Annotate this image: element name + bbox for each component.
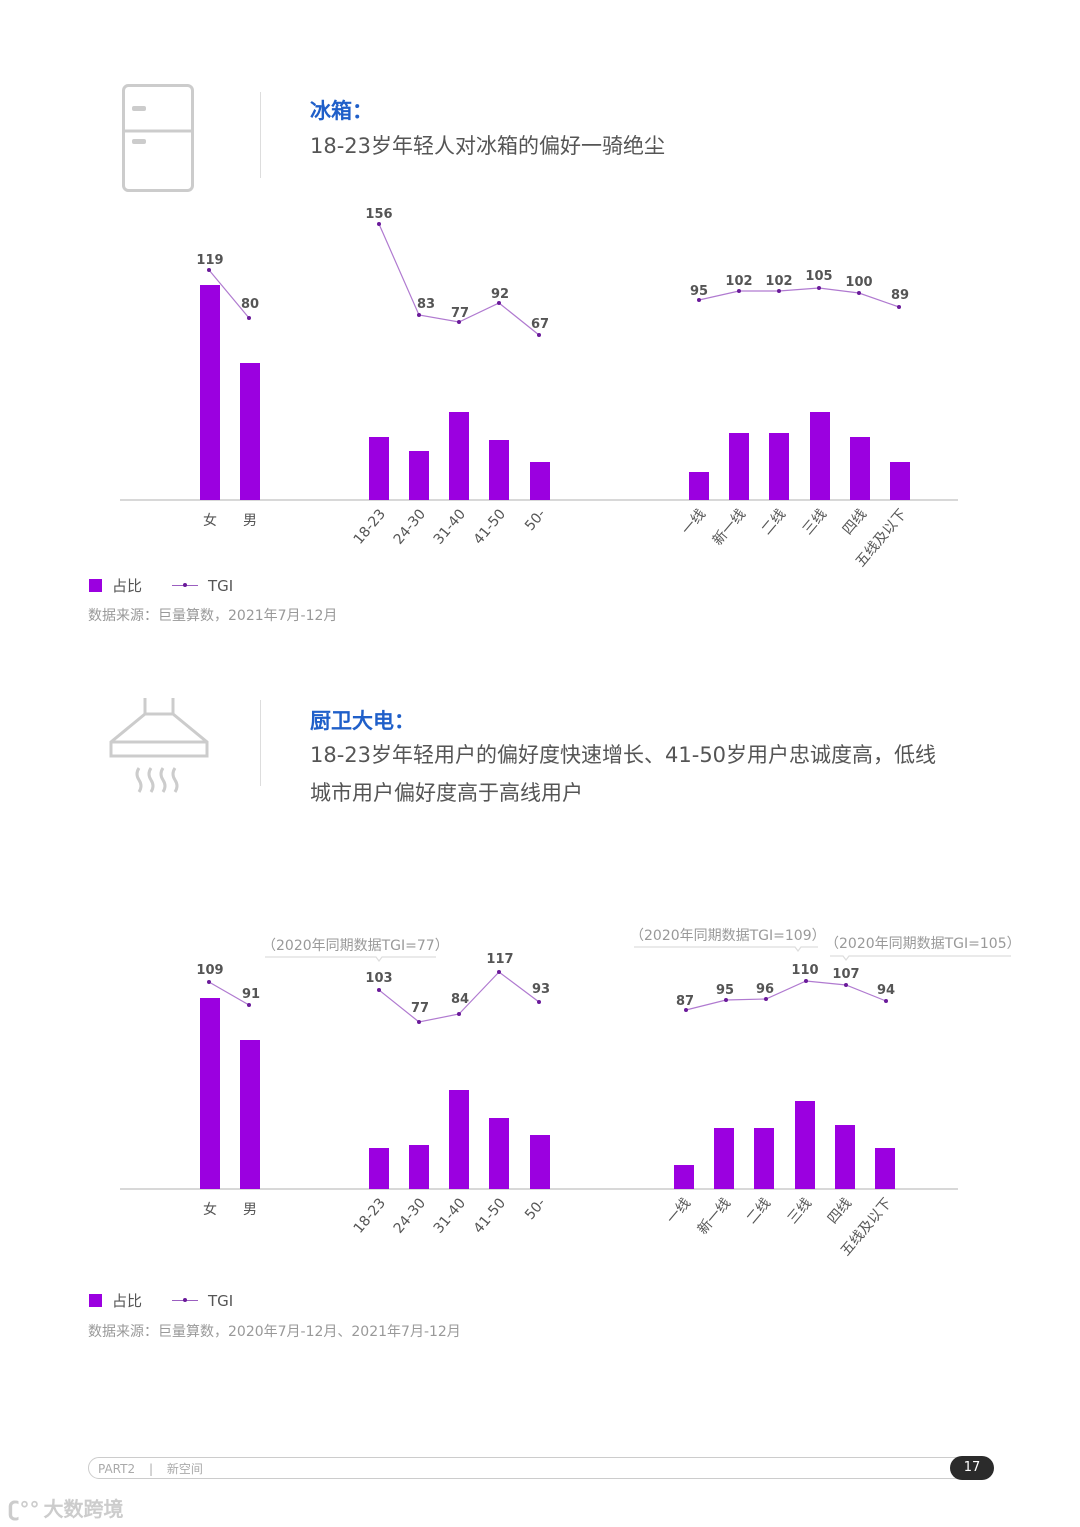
svg-text:77: 77	[451, 306, 469, 321]
svg-text:77: 77	[411, 1001, 429, 1016]
svg-text:（2020年同期数据TGI=109）: （2020年同期数据TGI=109）	[630, 928, 826, 944]
page-number: 17	[950, 1456, 994, 1480]
svg-text:三线: 三线	[800, 506, 830, 538]
legend-line-label: TGI	[208, 1291, 234, 1310]
svg-text:一线: 一线	[664, 1195, 694, 1227]
section-title-kitchen: 厨卫大电：	[310, 709, 415, 733]
watermark-logo-icon: ʗ°°	[8, 1497, 40, 1521]
line-legend-swatch	[172, 1298, 199, 1302]
svg-text:105: 105	[805, 269, 832, 284]
svg-text:24-30: 24-30	[391, 506, 429, 547]
svg-text:119: 119	[196, 253, 223, 268]
svg-text:（2020年同期数据TGI=105）: （2020年同期数据TGI=105）	[825, 936, 1021, 952]
footer-section: 新空间	[166, 1462, 203, 1476]
legend-bar-label: 占比	[112, 577, 143, 595]
svg-text:50-: 50-	[522, 1195, 549, 1223]
svg-text:男: 男	[243, 1202, 257, 1218]
svg-text:87: 87	[676, 994, 694, 1009]
svg-text:男: 男	[243, 513, 257, 529]
legend-refrigerator: 占比 TGI	[89, 575, 233, 596]
footer-part: PART2	[98, 1462, 136, 1476]
svg-text:一线: 一线	[679, 506, 709, 538]
svg-text:二线: 二线	[744, 1195, 774, 1227]
svg-text:91: 91	[242, 987, 260, 1002]
svg-text:41-50: 41-50	[471, 506, 509, 547]
svg-text:新一线: 新一线	[710, 506, 749, 548]
footer-separator: |	[148, 1462, 153, 1476]
svg-text:41-50: 41-50	[471, 1195, 509, 1236]
svg-text:102: 102	[765, 274, 792, 289]
data-source-kitchen: 数据来源：巨量算数，2020年7月-12月、2021年7月-12月	[88, 1324, 461, 1340]
svg-text:102: 102	[725, 274, 752, 289]
svg-text:107: 107	[832, 967, 859, 982]
svg-text:三线: 三线	[785, 1195, 815, 1227]
legend-bar-label: 占比	[112, 1292, 143, 1310]
svg-text:67: 67	[531, 317, 549, 332]
refrigerator-icon	[122, 84, 194, 196]
svg-text:100: 100	[845, 275, 872, 290]
svg-text:95: 95	[690, 284, 708, 299]
line-legend-swatch	[172, 583, 199, 587]
legend-line-label: TGI	[208, 576, 234, 595]
watermark: ʗ°° 大数跨境	[8, 1493, 123, 1522]
svg-text:109: 109	[196, 963, 223, 978]
svg-text:二线: 二线	[759, 506, 789, 538]
footer-bar	[88, 1457, 993, 1479]
svg-text:117: 117	[486, 952, 513, 967]
svg-text:四线: 四线	[840, 506, 870, 538]
svg-text:93: 93	[532, 982, 550, 997]
refrigerator-chart: 119 80 156 83 77 92 67 95 102 102 105 100 89 女 男 18…	[120, 207, 958, 570]
header-divider	[260, 92, 261, 178]
svg-text:110: 110	[791, 963, 818, 978]
svg-text:80: 80	[241, 297, 259, 312]
svg-text:94: 94	[877, 983, 895, 998]
section-title-refrigerator: 冰箱：	[310, 99, 373, 123]
section-desc-kitchen-line2: 城市用户偏好度高于高线用户	[310, 781, 583, 805]
svg-text:96: 96	[756, 982, 774, 997]
svg-text:84: 84	[451, 992, 469, 1007]
svg-text:31-40: 31-40	[431, 506, 469, 547]
section-desc-refrigerator: 18-23岁年轻人对冰箱的偏好一骑绝尘	[310, 134, 666, 158]
svg-text:50-: 50-	[522, 506, 549, 534]
svg-text:四线: 四线	[825, 1195, 855, 1227]
svg-text:31-40: 31-40	[431, 1195, 469, 1236]
data-source-refrigerator: 数据来源：巨量算数，2021年7月-12月	[88, 608, 338, 624]
svg-text:女: 女	[203, 1201, 217, 1218]
svg-text:24-30: 24-30	[391, 1195, 429, 1236]
header-divider	[260, 700, 261, 786]
svg-text:18-23: 18-23	[351, 1195, 389, 1236]
svg-text:女: 女	[203, 512, 217, 529]
range-hood-icon	[108, 696, 210, 798]
svg-text:92: 92	[491, 287, 509, 302]
svg-text:156: 156	[365, 207, 392, 222]
kitchen-chart: （2020年同期数据TGI=77） （2020年同期数据TGI=109） （20…	[120, 928, 1021, 1259]
svg-text:95: 95	[716, 983, 734, 998]
section-desc-kitchen-line1: 18-23岁年轻用户的偏好度快速增长、41-50岁用户忠诚度高，低线	[310, 743, 937, 767]
legend-kitchen: 占比 TGI	[89, 1290, 233, 1311]
bar-legend-swatch	[89, 579, 102, 592]
svg-text:89: 89	[891, 288, 909, 303]
watermark-text: 大数跨境	[43, 1497, 124, 1521]
svg-text:（2020年同期数据TGI=77）: （2020年同期数据TGI=77）	[262, 938, 449, 954]
svg-text:18-23: 18-23	[351, 506, 389, 547]
svg-text:新一线: 新一线	[695, 1195, 734, 1237]
bar-legend-swatch	[89, 1294, 102, 1307]
svg-text:83: 83	[417, 297, 435, 312]
footer-section-label: PART2 | 新空间	[98, 1460, 203, 1477]
svg-text:103: 103	[365, 971, 392, 986]
